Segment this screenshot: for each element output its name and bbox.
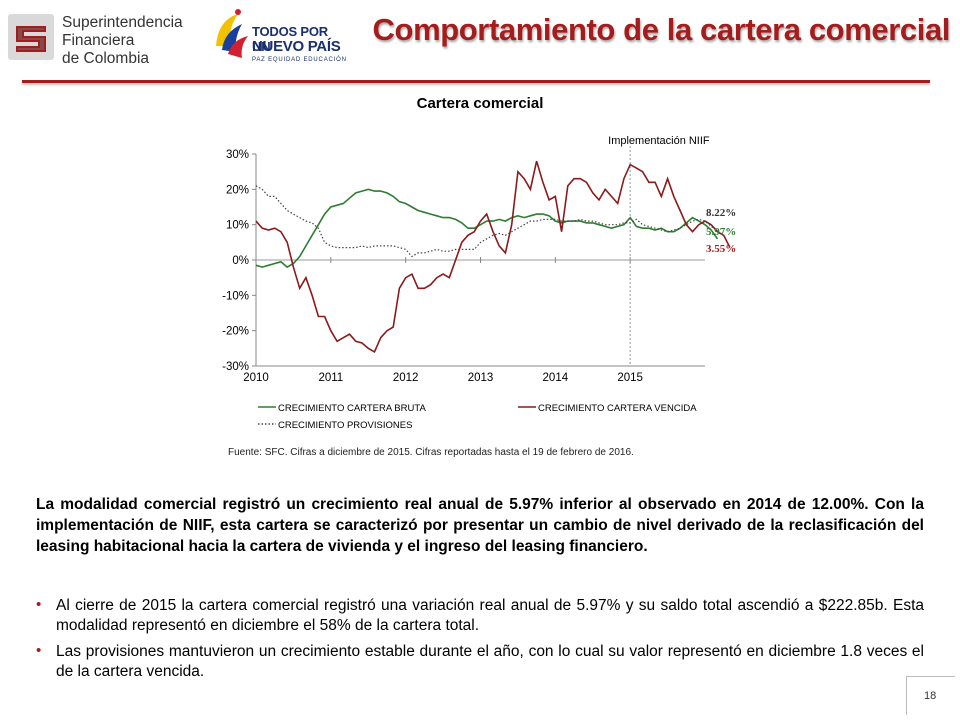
government-logo: TODOS POR UN NUEVO PAÍS PAZ EQUIDAD EDUC… [208, 6, 348, 72]
end-value-label: 8.22% [706, 207, 736, 219]
end-value-label: 5.97% [706, 226, 736, 238]
y-tick-label: -30% [222, 361, 249, 373]
bullet-icon: • [36, 596, 42, 613]
x-tick-label: 2010 [243, 372, 269, 384]
y-tick-label: 30% [226, 149, 249, 161]
y-tick-label: 0% [232, 255, 249, 267]
page-number-box [906, 676, 955, 715]
end-value-label: 3.55% [706, 243, 736, 255]
niif-annotation-label: Implementación NIIF [608, 135, 710, 147]
sfc-logo-line: de Colombia [62, 50, 150, 67]
line-chart: 30% 20% 10% 0% -10% -20% -30%2010 2011 2012 2013 2… [222, 135, 736, 431]
page-title: Comportamiento de la cartera comercial [372, 12, 951, 47]
bullet-item: • Las provisiones mantuvieron un crecimie… [36, 642, 924, 681]
x-tick-label: 2011 [318, 372, 343, 384]
bullet-icon: • [36, 642, 42, 659]
y-tick-label: 20% [226, 184, 249, 196]
x-tick-label: 2014 [543, 372, 569, 384]
colombia-flag-emblem-icon [216, 9, 248, 58]
header-divider [22, 80, 930, 83]
dotted-series-line [255, 185, 718, 258]
bullet-text: Las provisiones mantuvieron un crecimien… [56, 643, 924, 680]
sfc-logo-line: Superintendencia [62, 14, 183, 31]
header: Superintendencia Financiera de Colombia … [0, 0, 960, 90]
sfc-emblem-icon [8, 14, 54, 60]
green-series-line [255, 188, 719, 269]
x-tick-label: 2015 [617, 372, 643, 384]
chart-title: Cartera comercial [416, 95, 544, 112]
x-tick-label: 2012 [393, 372, 419, 384]
gov-logo-line1: TODOS POR UN [252, 24, 328, 54]
gov-logo-line3: PAZ EQUIDAD EDUCACIÓN [252, 57, 347, 63]
legend-label: CRECIMIENTO PROVISIONES [278, 420, 412, 431]
x-tick-label: 2013 [468, 372, 494, 384]
bullet-list: • Al cierre de 2015 la cartera comercial … [36, 596, 924, 688]
y-tick-label: -10% [222, 290, 249, 302]
source-note: Fuente: SFC. Cifras a diciembre de 2015.… [228, 447, 634, 458]
y-tick-label: 10% [226, 220, 249, 232]
summary-paragraph: La modalidad comercial registró un creci… [36, 496, 924, 555]
sfc-logo: Superintendencia Financiera de Colombia [6, 10, 186, 70]
legend-label: CRECIMIENTO CARTERA VENCIDA [538, 403, 697, 414]
sfc-logo-line: Financiera [62, 32, 135, 49]
bullet-item: • Al cierre de 2015 la cartera comercial … [36, 596, 924, 635]
page-number: 18 [924, 690, 937, 702]
legend-label: CRECIMIENTO CARTERA BRUTA [278, 403, 426, 414]
gov-logo-line2: NUEVO PAÍS [252, 38, 341, 55]
y-tick-label: -20% [222, 326, 249, 338]
bullet-text: Al cierre de 2015 la cartera comercial r… [56, 597, 924, 634]
red-series-line [255, 160, 731, 354]
